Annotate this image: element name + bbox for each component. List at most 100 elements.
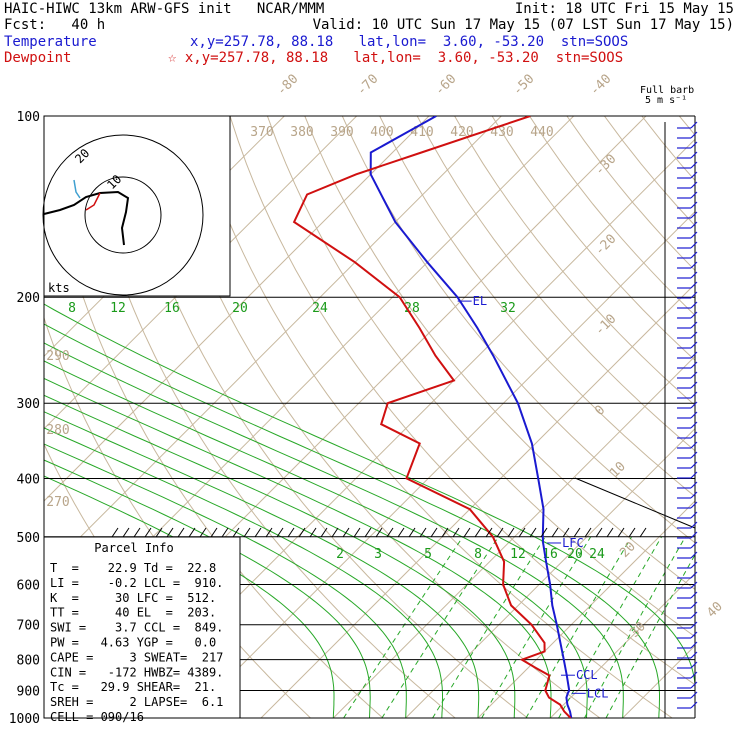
hatch-mark (188, 527, 196, 538)
wind-barb-flag (690, 271, 698, 279)
isotherm-label: -60 (432, 72, 459, 99)
hatch-mark (254, 527, 262, 538)
wind-barb-flag (690, 661, 698, 669)
dry-adiabat (717, 116, 740, 718)
wind-barb-flag (690, 421, 698, 429)
parcel-info-row: SWI = 3.7 CCL = 849. (50, 621, 223, 635)
mixing-ratio-label: 32 (500, 301, 516, 316)
hatch-mark (507, 527, 515, 538)
hatch-mark (474, 527, 482, 538)
theta-label: 430 (490, 125, 513, 140)
dry-adiabat (566, 116, 695, 272)
wind-barb-flag (690, 261, 698, 269)
parcel-info-row: TT = 40 EL = 203. (50, 606, 216, 620)
hatch-mark (518, 527, 526, 538)
moist-adiabat (44, 303, 695, 718)
wind-barb-flag (690, 191, 698, 199)
hatch-mark (386, 527, 394, 538)
dry-adiabat (341, 116, 695, 544)
hatch-mark (177, 527, 185, 538)
hatch-mark (122, 527, 130, 538)
dry-adiabat (79, 116, 456, 718)
dry-adiabat (192, 116, 673, 718)
wind-barb-flag (690, 471, 698, 479)
dry-adiabat (379, 116, 695, 498)
parcel-info-row: LI = -0.2 LCL = 910. (50, 576, 223, 590)
wind-barb-flag (690, 501, 698, 509)
wind-barb-flag (690, 221, 698, 229)
pressure-label: 100 (17, 110, 40, 125)
hodograph-units: kts (48, 281, 70, 295)
wind-barb-flag (690, 601, 698, 609)
dry-adiabat (266, 116, 695, 638)
hatch-mark (540, 527, 548, 538)
wind-barb-flag (690, 621, 698, 629)
moist-adiabat (44, 342, 624, 718)
wind-barb-flag (690, 521, 698, 529)
wind-barb-flag (690, 441, 698, 449)
el-label: EL (473, 294, 487, 308)
mixing-ratio-label: 24 (589, 547, 605, 562)
wind-barb-flag (690, 461, 698, 469)
hatch-mark (584, 527, 592, 538)
wind-barb-flag (690, 181, 698, 189)
lfc-label: LFC (562, 536, 584, 550)
theta-label: 380 (290, 125, 313, 140)
hatch-mark (595, 527, 603, 538)
theta-label: 270 (46, 495, 69, 510)
wind-barb-flag (690, 631, 698, 639)
hatch-mark (441, 527, 449, 538)
wind-barb-flag (690, 481, 698, 489)
wind-barb-flag (690, 391, 698, 399)
isotherm-label: -10 (592, 312, 619, 339)
mixing-ratio-label: 16 (164, 301, 180, 316)
hatch-mark (243, 527, 251, 538)
wind-barb-flag (690, 401, 698, 409)
pressure-label: 200 (17, 291, 40, 306)
hatch-mark (573, 527, 581, 538)
wind-barb-flag (690, 161, 698, 169)
moist-adiabat (44, 377, 552, 718)
wind-barb-flag (690, 431, 698, 439)
dry-adiabat (454, 116, 695, 406)
wind-barb-flag (690, 231, 698, 239)
hatch-mark (639, 527, 647, 538)
pressure-label: 400 (17, 472, 40, 487)
theta-label: 390 (330, 125, 353, 140)
isotherm (188, 210, 695, 718)
mixing-ratio-label: 12 (110, 301, 126, 316)
hatch-mark (111, 527, 119, 538)
hatch-mark (628, 527, 636, 538)
theta-label: 420 (450, 125, 473, 140)
moist-adiabat (44, 411, 480, 718)
theta-label: 400 (370, 125, 393, 140)
dry-adiabat (117, 116, 528, 718)
hatch-mark (309, 527, 317, 538)
header-init: Init: 18 UTC Fri 15 May 15 (514, 1, 734, 17)
hatch-mark (375, 527, 383, 538)
hodograph-frame (43, 115, 231, 297)
isotherm-label: 10 (607, 459, 629, 481)
isotherm-label: -70 (354, 72, 381, 99)
mixing-ratio-line (432, 536, 546, 718)
wind-barb-flag (690, 201, 698, 209)
parcel-info-title: Parcel Info (94, 541, 173, 555)
legend-temperature: Temperature (4, 34, 97, 50)
theta-label: 410 (410, 125, 433, 140)
hatch-mark (232, 527, 240, 538)
dry-adiabat (304, 116, 695, 591)
isotherm (332, 355, 695, 718)
wind-barb-flag (690, 411, 698, 419)
hatch-mark (155, 527, 163, 538)
mixing-ratio-line (605, 553, 695, 718)
theta-label: 440 (530, 125, 553, 140)
pressure-label: 600 (17, 578, 40, 593)
hatch-mark (452, 527, 460, 538)
hatch-mark (210, 527, 218, 538)
wind-barb-flag (690, 331, 698, 339)
hodograph-ring (42, 134, 204, 296)
wind-barb-flag (690, 381, 698, 389)
hatch-mark (562, 527, 570, 538)
header-title: HAIC-HIWC 13km ARW-GFS init NCAR/MMM (4, 1, 325, 17)
